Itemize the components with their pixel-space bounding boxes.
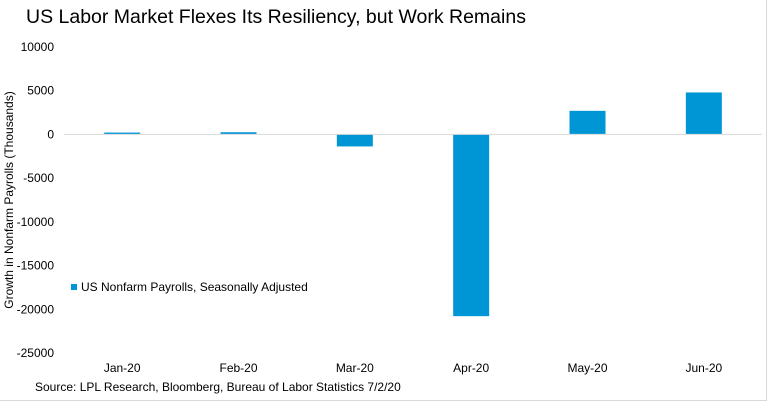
y-tick-label: -25000: [17, 346, 55, 360]
bar-jan-20: [104, 132, 141, 135]
x-tick-label: Mar-20: [336, 361, 374, 375]
y-tick-label: 10000: [21, 40, 55, 54]
y-tick-label: -20000: [17, 302, 55, 316]
x-axis-ticks: Jan-20 Feb-20 Mar-20 Apr-20 May-20 Jun-20: [104, 361, 723, 375]
y-tick-label: -10000: [17, 215, 55, 229]
y-tick-label: -5000: [23, 171, 54, 185]
bar-jun-20: [685, 92, 722, 135]
x-tick-label: May-20: [567, 361, 607, 375]
bar-mar-20: [336, 134, 373, 147]
y-tick-label: 5000: [27, 84, 54, 98]
x-tick-label: Apr-20: [453, 361, 489, 375]
bar-feb-20: [220, 132, 257, 135]
bar-may-20: [569, 110, 606, 135]
y-axis-ticks: 10000 5000 0 -5000 -10000 -15000 -20000 -25000: [17, 40, 55, 360]
bars: [104, 92, 722, 317]
legend-swatch: [71, 284, 77, 290]
y-tick-label: -15000: [17, 259, 55, 273]
bar-apr-20: [453, 134, 490, 317]
source-note: Source: LPL Research, Bloomberg, Bureau …: [35, 380, 401, 394]
x-tick-label: Jan-20: [104, 361, 141, 375]
legend: US Nonfarm Payrolls, Seasonally Adjusted: [71, 280, 308, 294]
x-tick-label: Feb-20: [219, 361, 257, 375]
x-tick-label: Jun-20: [685, 361, 722, 375]
chart-title: US Labor Market Flexes Its Resiliency, b…: [26, 6, 526, 28]
y-axis-label: Growth in Nonfarm Payrolls (Thousands): [2, 91, 16, 308]
legend-entry: US Nonfarm Payrolls, Seasonally Adjusted: [81, 280, 308, 294]
y-tick-label: 0: [47, 127, 54, 141]
